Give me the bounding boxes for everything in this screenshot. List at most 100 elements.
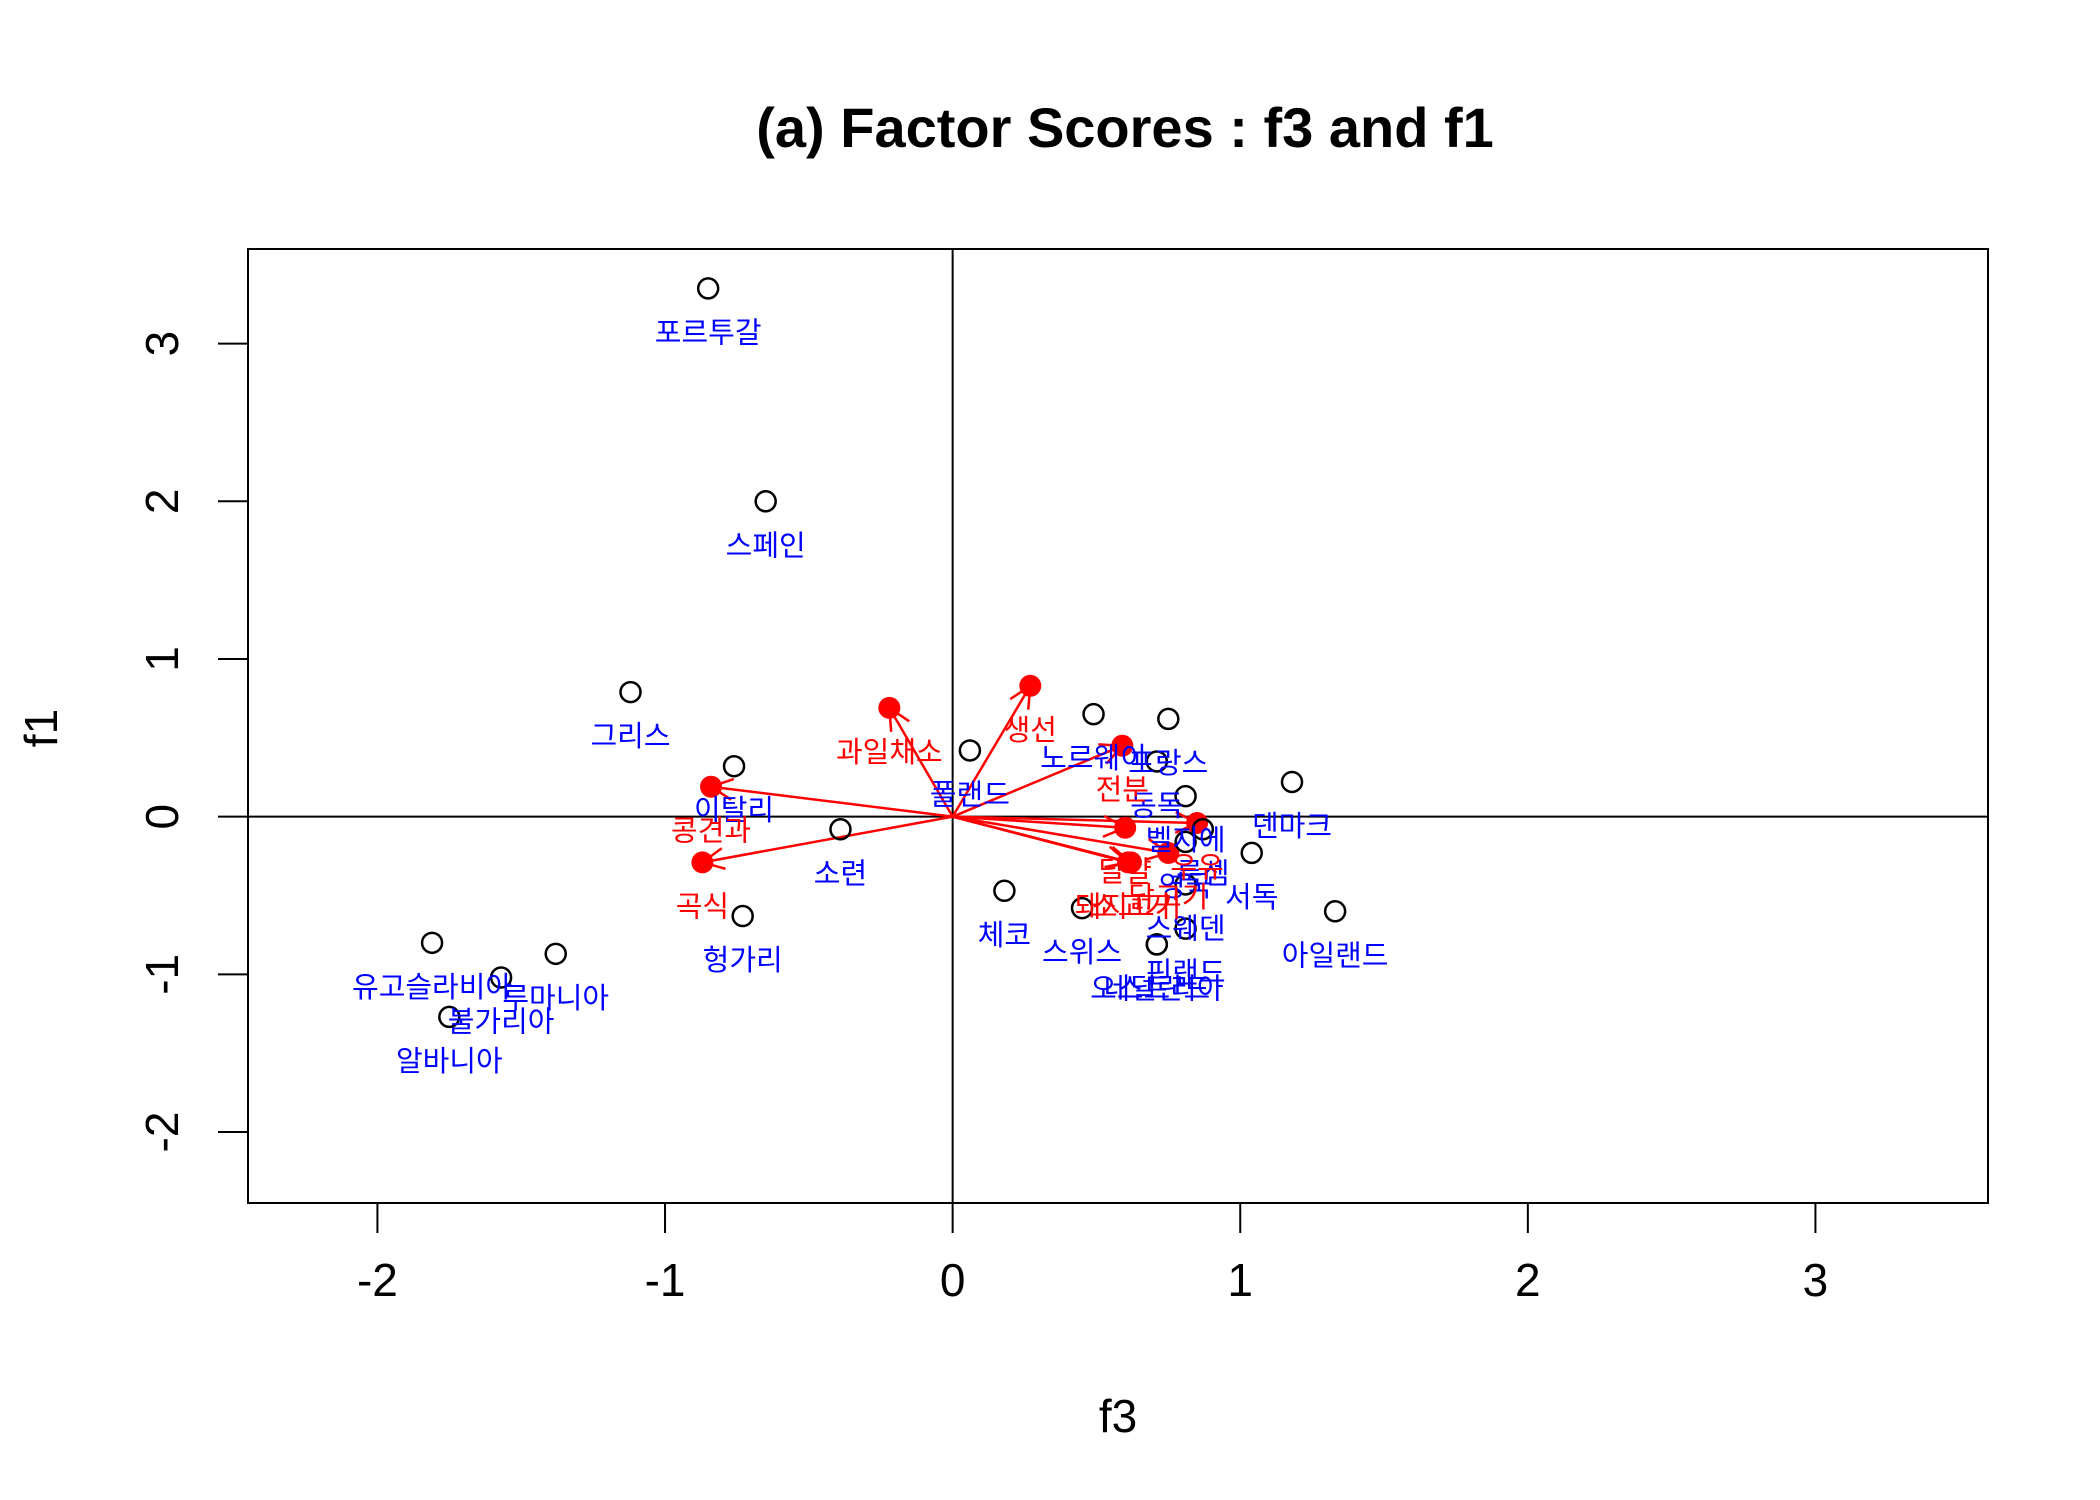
country-point [696,277,720,300]
variable-label: 달걀 [1099,855,1152,889]
country-point [1174,873,1197,896]
country-label: 벨지에 [1146,823,1226,857]
y-tick-label: 2 [136,489,188,515]
country-label: 아일랜드 [1282,938,1389,972]
y-axis-label: f1 [15,709,67,747]
variable-arrow [952,815,1198,825]
variable-arrow [952,815,1169,855]
country-point [993,879,1016,903]
country-point [1145,933,1169,956]
country-point [1323,900,1347,923]
country-point [1240,841,1263,865]
y-tick-label: 0 [136,804,188,830]
country-point [1145,750,1169,773]
axis-ticks: -2 -1 0 1 2 3 -2 -1 0 1 2 3 [136,331,1828,1306]
variable-point [691,851,714,874]
y-tick-label: -2 [136,1112,188,1153]
country-point [731,904,754,928]
variable-arrow [952,815,1126,829]
country-label: 소련 [814,856,867,890]
variable-label: 소고기 [1091,889,1171,923]
variable-arrow [952,744,1123,818]
country-point [1174,784,1197,808]
x-tick-label: 2 [1515,1254,1541,1306]
variable-label: 콩견과 [671,814,751,848]
variable-arrows [691,674,1209,874]
country-label: 스웨덴 [1146,911,1226,945]
country-label: 유고슬라비아 [352,970,512,1004]
reference-lines [248,249,1988,1203]
country-point [438,1005,461,1029]
variable-arrow [702,815,953,864]
plot-frame [247,248,1989,1204]
variable-point [1111,734,1134,757]
variable-label: 우유 [1170,850,1223,884]
country-label: 헝가리 [703,943,783,977]
country-point [754,490,777,513]
x-tick-label: 3 [1803,1254,1829,1306]
country-label: 알바니아 [396,1044,503,1078]
country-label: 이탈리 [694,793,774,827]
chart-title: (a) Factor Scores : f3 and f1 [756,96,1494,159]
variable-point [1114,816,1137,839]
variable-arrow [888,707,954,818]
x-axis-label: f3 [1099,1390,1137,1442]
country-point [1157,707,1180,731]
variable-point [1117,851,1140,874]
country-label: 룩셈 [1176,856,1229,890]
country-label: 그리스 [590,719,670,753]
variable-point [700,775,723,798]
variable-label: 닭고기 [1128,880,1208,914]
variable-point [1186,811,1209,834]
country-label: 오스트리아 [1090,971,1223,1005]
country-point [1280,770,1304,794]
country-label: 서독 [1225,880,1278,914]
country-label: 체코 [978,918,1031,952]
country-point [489,966,513,989]
country-point [829,818,852,841]
variable-label: 돼지고기 [1075,889,1182,923]
country-point [1070,896,1094,920]
x-tick-label: 0 [940,1254,966,1306]
country-point [1174,917,1197,940]
country-point [619,680,642,704]
country-label: 영국 [1159,869,1212,903]
country-label: 핀랜드 [1146,956,1226,990]
variable-point [1157,841,1180,864]
country-point [1082,702,1105,726]
country-point [1191,818,1215,841]
x-tick-label: -1 [645,1254,686,1306]
variable-label: 전분 [1096,773,1149,807]
x-tick-label: -2 [357,1254,398,1306]
country-label: 루마니아 [502,981,609,1015]
country-point [958,739,982,762]
country-label: 네덜란드 [1103,971,1210,1005]
country-label: 동독 [1130,788,1183,822]
variable-arrow [710,785,953,818]
country-label: 포르투갈 [655,315,762,349]
y-tick-label: -1 [136,954,188,995]
country-points [420,277,1347,1029]
variable-label: 과일채소 [836,735,943,769]
country-point [544,942,567,966]
x-tick-label: 1 [1227,1254,1253,1306]
variable-label: 곡식 [676,889,729,923]
country-label: 스위스 [1042,935,1122,969]
country-point [1174,830,1197,854]
variable-arrow [952,815,1129,864]
country-label: 덴마크 [1252,809,1332,843]
country-label: 노르웨이 [1040,741,1147,775]
country-point [722,754,746,778]
country-label: 불가리아 [448,1005,555,1039]
variable-point [1019,674,1042,697]
country-label: 프랑스 [1128,746,1208,780]
variable-label: 생선 [1004,713,1057,747]
variable-arrow [951,685,1032,818]
variable-point [878,696,901,719]
country-point [420,931,444,955]
y-tick-label: 3 [136,331,188,357]
y-tick-label: 1 [136,646,188,672]
country-label: 스페인 [726,528,806,562]
